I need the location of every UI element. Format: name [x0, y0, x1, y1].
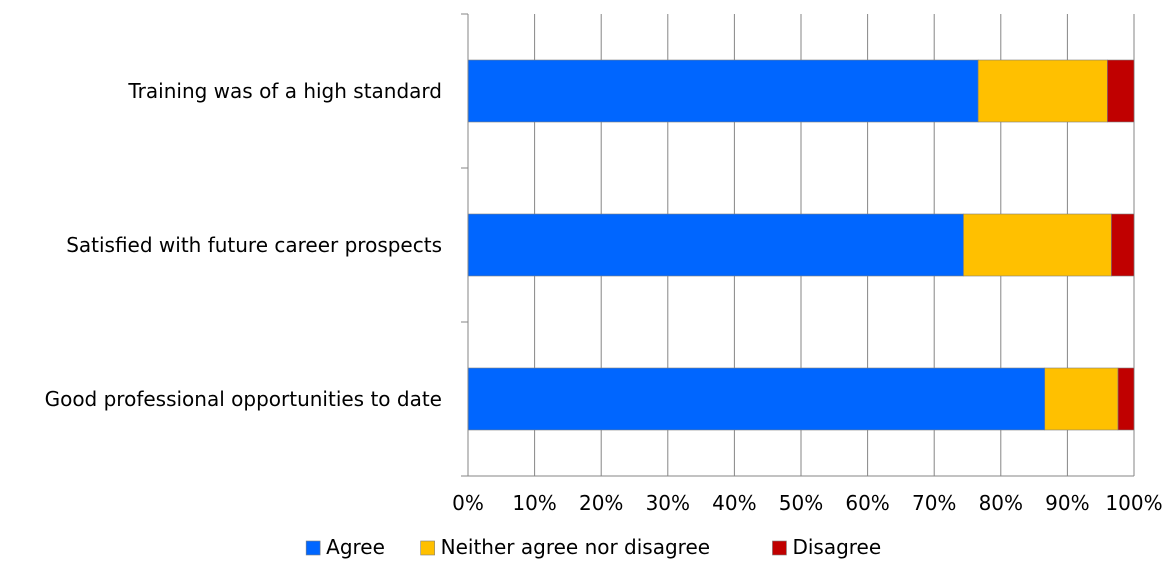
bar-segment [1107, 59, 1135, 123]
x-tick-label: 70% [912, 491, 956, 515]
axes [461, 13, 1134, 477]
labels: 0% 10% 20% 30% 40% 50% 60% 70% 80% 90% 100% Trainin… [45, 79, 1163, 515]
bar-segment [977, 59, 1108, 123]
legend-label: Neither agree nor disagree [441, 535, 710, 559]
legend-swatch [305, 540, 321, 556]
bar-segment [1044, 367, 1119, 431]
legend-swatch [772, 540, 787, 556]
legend: Agree Neither agree nor disagree Disagree [305, 535, 881, 559]
bar-segment [467, 59, 979, 123]
x-tick-label: 10% [512, 491, 556, 515]
legend-label: Disagree [792, 535, 881, 559]
bar-segment [467, 367, 1046, 431]
x-tick-label: 50% [779, 491, 823, 515]
category-label: Satisfied with future career prospects [66, 233, 442, 257]
x-tick-label: 100% [1105, 491, 1162, 515]
bars [467, 59, 1135, 431]
legend-swatch [420, 540, 435, 556]
bar-segment [467, 213, 964, 277]
bar-segment [1111, 213, 1135, 277]
x-tick-label: 60% [845, 491, 889, 515]
category-label: Training was of a high standard [127, 79, 442, 103]
x-tick-label: 80% [979, 491, 1023, 515]
bar-segment [1117, 367, 1135, 431]
x-tick-label: 40% [712, 491, 756, 515]
x-tick-label: 20% [579, 491, 623, 515]
category-label: Good professional opportunities to date [45, 387, 442, 411]
bar-segment [963, 213, 1112, 277]
x-tick-label: 30% [646, 491, 690, 515]
x-tick-label: 90% [1045, 491, 1089, 515]
legend-label: Agree [326, 535, 385, 559]
x-tick-label: 0% [452, 491, 484, 515]
